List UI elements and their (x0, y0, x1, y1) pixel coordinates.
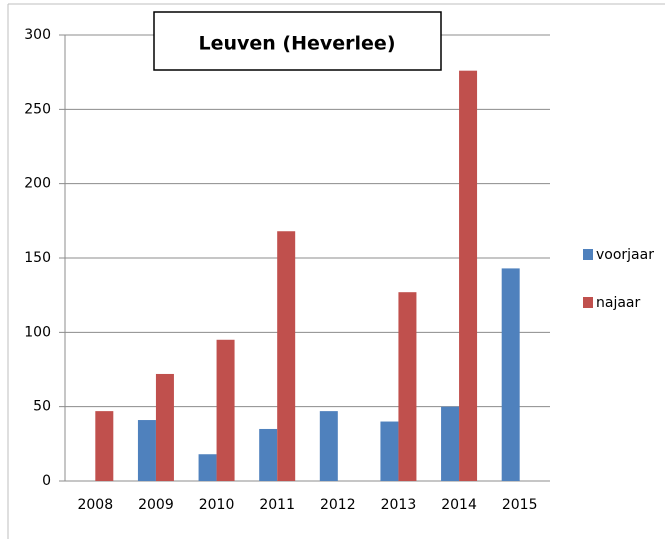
y-tick-label: 200 (24, 176, 51, 192)
bar (95, 411, 114, 481)
legend-swatch (583, 249, 593, 260)
x-tick-label: 2012 (320, 497, 356, 513)
x-tick-label: 2011 (259, 497, 295, 513)
bar (441, 406, 460, 481)
y-tick-label: 150 (24, 250, 51, 266)
x-tick-label: 2015 (502, 497, 538, 513)
plot: 0 50 100 150 200 250 300 2008 2009 2010 2011 2012 20… (24, 27, 654, 513)
y-tick-label: 100 (24, 324, 51, 340)
legend-label: voorjaar (596, 247, 654, 263)
bar (137, 420, 156, 481)
bar (216, 339, 235, 481)
x-tick-label: 2010 (199, 497, 235, 513)
bar (259, 428, 278, 481)
chart-title: Leuven (Heverlee) (198, 33, 395, 55)
bar (319, 411, 338, 481)
bar (459, 70, 478, 482)
bar (155, 373, 174, 481)
y-tick-label: 300 (24, 27, 51, 43)
y-tick-label: 250 (24, 101, 51, 117)
legend-swatch (583, 297, 593, 308)
bar (198, 454, 217, 481)
bar (501, 268, 520, 481)
x-tick-label: 2009 (138, 497, 174, 513)
y-tick-label: 0 (42, 473, 51, 489)
legend-label: najaar (596, 295, 641, 311)
bar (380, 421, 399, 481)
bar (398, 292, 417, 481)
bar (277, 231, 296, 481)
x-tick-label: 2008 (77, 497, 113, 513)
x-tick-label: 2014 (441, 497, 477, 513)
y-tick-label: 50 (33, 399, 51, 415)
x-tick-label: 2013 (381, 497, 417, 513)
title-box (153, 11, 442, 71)
